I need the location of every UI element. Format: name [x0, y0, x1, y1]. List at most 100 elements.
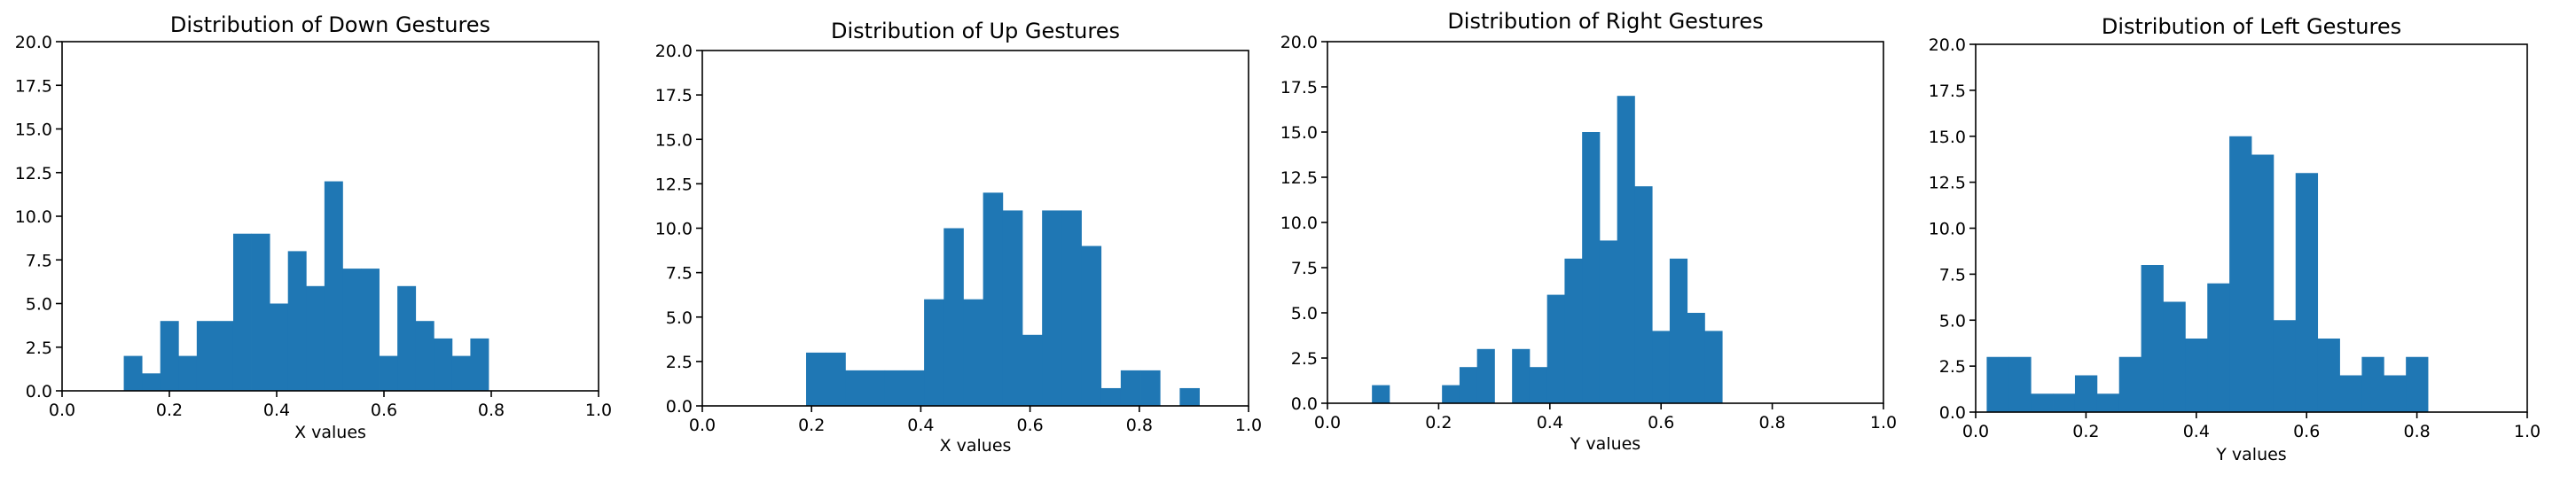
y-tick-label: 15.0	[655, 130, 693, 150]
y-tick-label: 15.0	[1929, 128, 1966, 147]
y-tick-label: 20.0	[1280, 33, 1318, 52]
histogram-bar	[1061, 210, 1082, 406]
x-tick-label: 0.8	[2403, 422, 2430, 441]
histogram-bar	[2096, 393, 2120, 412]
histogram-panel-right: Distribution of Right Gestures Y values …	[1280, 9, 1897, 454]
x-axis-label-left: Y values	[2215, 445, 2286, 464]
y-tick-label: 2.5	[26, 339, 52, 358]
y-tick-label: 12.5	[655, 175, 693, 194]
histogram-bar	[845, 370, 865, 406]
histogram-bar	[2251, 154, 2275, 412]
x-tick-label: 0.4	[907, 416, 934, 435]
x-tick-label: 1.0	[1235, 416, 1262, 435]
histogram-bar	[2074, 375, 2098, 412]
histogram-bar	[806, 352, 826, 406]
y-tick-label: 7.5	[1291, 259, 1318, 278]
y-tick-label: 10.0	[1280, 214, 1318, 233]
histogram-bar	[963, 299, 984, 406]
histogram-bar	[884, 370, 905, 406]
histogram-bar	[2273, 320, 2297, 412]
histogram-bar	[2185, 339, 2208, 412]
y-tick-label: 7.5	[26, 251, 52, 270]
x-tick-label: 1.0	[2514, 422, 2541, 441]
histogram-panel-left: Distribution of Left Gestures Y values 0…	[1929, 14, 2541, 464]
histogram-bar	[2118, 356, 2141, 412]
x-tick-label: 0.6	[371, 401, 397, 420]
y-tick-label: 5.0	[666, 308, 693, 328]
bars-down	[123, 181, 489, 391]
chart-title-down: Distribution of Down Gestures	[170, 12, 490, 37]
histogram-bar	[451, 355, 471, 391]
y-tick-label: 5.0	[26, 295, 52, 315]
x-tick-label: 1.0	[585, 401, 612, 420]
bars-left	[1986, 136, 2429, 412]
histogram-bar	[1442, 385, 1460, 403]
histogram-bar	[360, 269, 380, 391]
histogram-bar	[983, 192, 1004, 406]
x-axis-label-right: Y values	[1570, 434, 1640, 454]
y-tick-label: 5.0	[1939, 311, 1966, 331]
histogram-bar	[2229, 136, 2252, 412]
y-tick-label: 12.5	[15, 164, 52, 183]
y-tick-label: 20.0	[15, 33, 52, 52]
y-tick-label: 20.0	[1929, 35, 1966, 55]
x-tick-label: 0.6	[2293, 422, 2320, 441]
y-tick-label: 7.5	[666, 264, 693, 284]
histogram-bar	[1986, 356, 2009, 412]
y-tick-label: 0.0	[1291, 394, 1318, 414]
chart-title-right: Distribution of Right Gestures	[1447, 9, 1763, 34]
chart-title-up: Distribution of Up Gestures	[831, 19, 1120, 43]
histogram-bar	[397, 285, 417, 391]
histogram-panel-up: Distribution of Up Gestures X values 0.0…	[655, 19, 1262, 456]
histogram-bar	[2163, 301, 2186, 412]
histogram-bar	[2339, 375, 2362, 412]
x-tick-label: 0.0	[49, 401, 75, 420]
histogram-bar	[123, 355, 143, 391]
y-ticks-right: 0.0 2.5 5.0 7.5 10.0 12.5 15.0 17.5 20.0	[1280, 33, 1327, 414]
histogram-bar	[1652, 331, 1671, 403]
histogram-bar	[1140, 370, 1161, 406]
y-tick-label: 0.0	[26, 382, 52, 401]
histogram-bar	[1179, 387, 1200, 406]
histogram-bar	[232, 233, 252, 391]
histogram-bar	[2295, 173, 2319, 412]
y-tick-label: 12.5	[1280, 168, 1318, 188]
histogram-bar	[2384, 375, 2407, 412]
y-tick-label: 5.0	[1291, 304, 1318, 323]
histogram-bar	[178, 355, 198, 391]
x-tick-label: 0.4	[263, 401, 290, 420]
y-tick-label: 12.5	[1929, 174, 1966, 193]
histogram-bar	[415, 321, 435, 391]
histogram-bar	[2053, 393, 2076, 412]
y-tick-label: 20.0	[655, 42, 693, 61]
histogram-bar	[1476, 348, 1495, 403]
y-tick-label: 0.0	[666, 397, 693, 417]
histogram-bar	[1669, 258, 1688, 403]
x-tick-label: 0.0	[689, 416, 716, 435]
histogram-bar	[1022, 334, 1043, 406]
y-ticks-up: 0.0 2.5 5.0 7.5 10.0 12.5 15.0 17.5 20.0	[655, 42, 702, 417]
histogram-bar	[2406, 356, 2429, 412]
histogram-bar	[2317, 339, 2340, 412]
bars-right	[1372, 96, 1723, 403]
histogram-bar	[434, 338, 453, 391]
histogram-bar	[1617, 96, 1635, 403]
histogram-bar	[287, 251, 307, 391]
histogram-bar	[470, 338, 489, 391]
histogram-bar	[1599, 240, 1618, 403]
histogram-bar	[1687, 313, 1705, 403]
histogram-bar	[2031, 393, 2054, 412]
x-tick-label: 0.8	[478, 401, 505, 420]
histogram-bar	[2008, 356, 2032, 412]
histogram-bar	[1372, 385, 1390, 403]
y-tick-label: 17.5	[1929, 82, 1966, 101]
histogram-bar	[904, 370, 925, 406]
histogram-bar	[2207, 283, 2230, 412]
x-ticks-up: 0.0 0.2 0.4 0.6 0.8 1.0	[689, 406, 1262, 435]
histogram-bar	[1564, 258, 1583, 403]
x-tick-label: 0.0	[1314, 413, 1341, 432]
histogram-bar	[1002, 210, 1023, 406]
x-ticks-down: 0.0 0.2 0.4 0.6 0.8 1.0	[49, 391, 612, 420]
histogram-bar	[943, 228, 964, 406]
bars-up	[806, 192, 1200, 406]
